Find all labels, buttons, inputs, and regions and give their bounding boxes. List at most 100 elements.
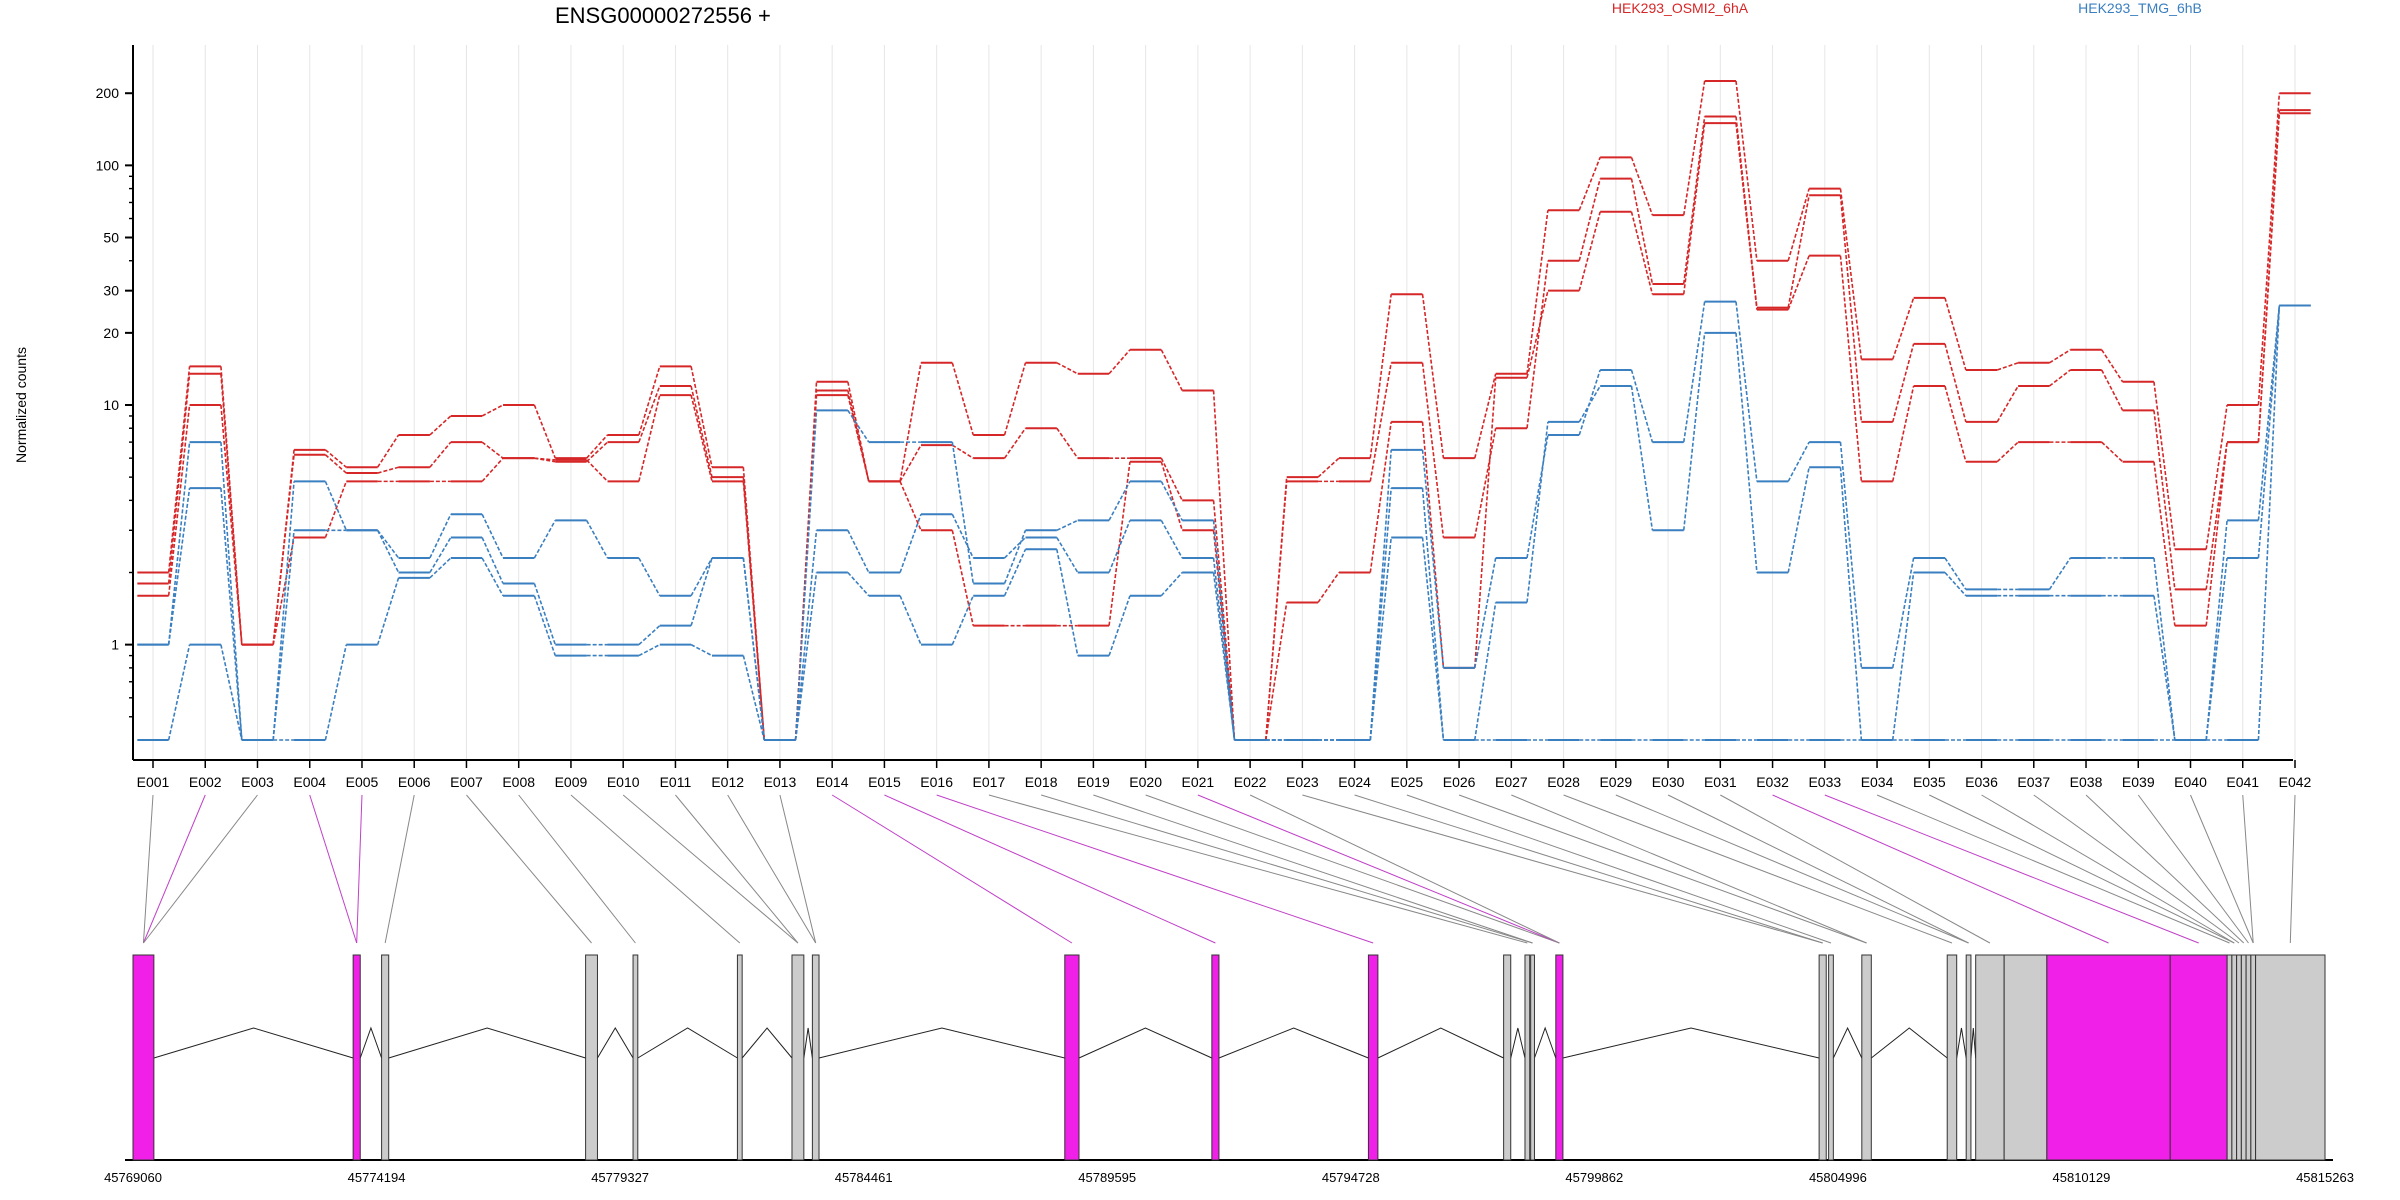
exon-connector [1667,794,1969,944]
series-transition [638,625,661,646]
series-transition [1944,297,1967,371]
series-transition [1421,488,1445,741]
series-transition [1630,178,1654,285]
series-transition [847,381,870,482]
series-transition [1996,362,2019,371]
y-tick-label: 50 [103,230,119,246]
exon-box [585,954,598,1161]
series-transition [167,487,191,645]
series-transition [167,644,191,741]
exon-connector [1615,794,1969,944]
series-transition [1526,260,1549,429]
highlighted-connector [142,794,206,944]
series-transition [1735,301,1758,482]
series-transition [2101,441,2124,463]
series-transition [534,457,556,461]
exon-label: E003 [241,774,274,790]
coordinate-label: 45784461 [835,1170,893,1185]
exon-box [736,954,743,1161]
coordinate-label: 45774194 [348,1170,406,1185]
series-transition [1839,188,1863,360]
exon-label: E021 [1182,774,1215,790]
series-transition [1735,80,1758,261]
series-transition [272,481,295,741]
series-transition [1473,602,1497,741]
y-tick-label: 100 [96,157,120,173]
highlighted-connector [1824,794,2199,944]
series-transition [2257,305,2281,521]
coordinate-label: 45804996 [1809,1170,1867,1185]
series-transition [951,530,975,626]
series-transition [742,557,766,741]
exon-box [1965,954,1972,1161]
highlighted-connector [309,794,358,944]
series-transition [429,537,452,573]
exon-box [811,954,820,1161]
exon-connector [1458,794,1867,944]
series-transition [1944,571,1967,597]
highlighted-exon-box [1555,954,1564,1161]
gene-model [125,954,2333,1161]
series-transition [1473,557,1497,669]
series-transition [481,557,504,597]
series-transition [1003,548,1027,597]
series-transition [533,595,557,656]
series-transition [1108,481,1131,521]
exon-box [1530,954,1535,1161]
grid-lines [152,45,2296,760]
exon-label: E019 [1077,774,1110,790]
series-transition [1056,549,1079,656]
exon-connector [1929,794,2235,944]
series-transition [951,444,974,459]
exon-connector [2242,794,2254,944]
exon-label: E027 [1495,774,1528,790]
series-transition [167,366,191,573]
series-transition [429,441,452,468]
series-transition [1526,210,1549,374]
series-transition [1369,294,1392,459]
exon-connector [2190,794,2254,944]
highlighted-connector [884,794,1216,944]
series-transition [1003,530,1027,584]
legend-label-tmg: HEK293_TMG_6hB [2078,0,2202,16]
exon-box [1975,954,2005,1161]
intron-line [1218,1027,1369,1059]
series-transition [1473,377,1497,668]
exon-label: E005 [346,774,379,790]
series-transition [1526,290,1549,378]
series-transition [481,537,504,584]
series-transition [533,404,557,459]
highlighted-connector [356,794,363,944]
series-transition [272,454,295,645]
exon-label: E041 [2226,774,2259,790]
series-transition [220,442,243,741]
series-transition [638,385,661,443]
exon-connector [1981,794,2235,944]
series-transition [1265,602,1288,741]
series-transition [794,530,818,741]
series-transition [1630,369,1654,443]
series-transition [951,362,974,436]
series-transition [1735,332,1758,573]
series-transition [1160,461,1183,531]
series-transition [324,481,348,538]
series-transition [377,466,399,474]
exon-box [2245,954,2252,1161]
exon-box [2231,954,2238,1161]
exon-connector [675,794,799,944]
series-transition [1526,434,1549,559]
series-transition [1944,385,1967,462]
series-transition [481,404,504,417]
coordinate-label: 45794728 [1322,1170,1380,1185]
series-transition [742,467,766,741]
exon-connector [1093,794,1533,944]
series-transition [690,557,713,597]
intron-line [388,1027,586,1059]
series-transition [638,557,661,597]
exon-box [1818,954,1827,1161]
coordinate-label: 45815263 [2296,1170,2354,1185]
exon-label: E030 [1652,774,1685,790]
series-transition [1473,428,1497,538]
exon-label: E023 [1286,774,1319,790]
exon-label: E033 [1808,774,1841,790]
